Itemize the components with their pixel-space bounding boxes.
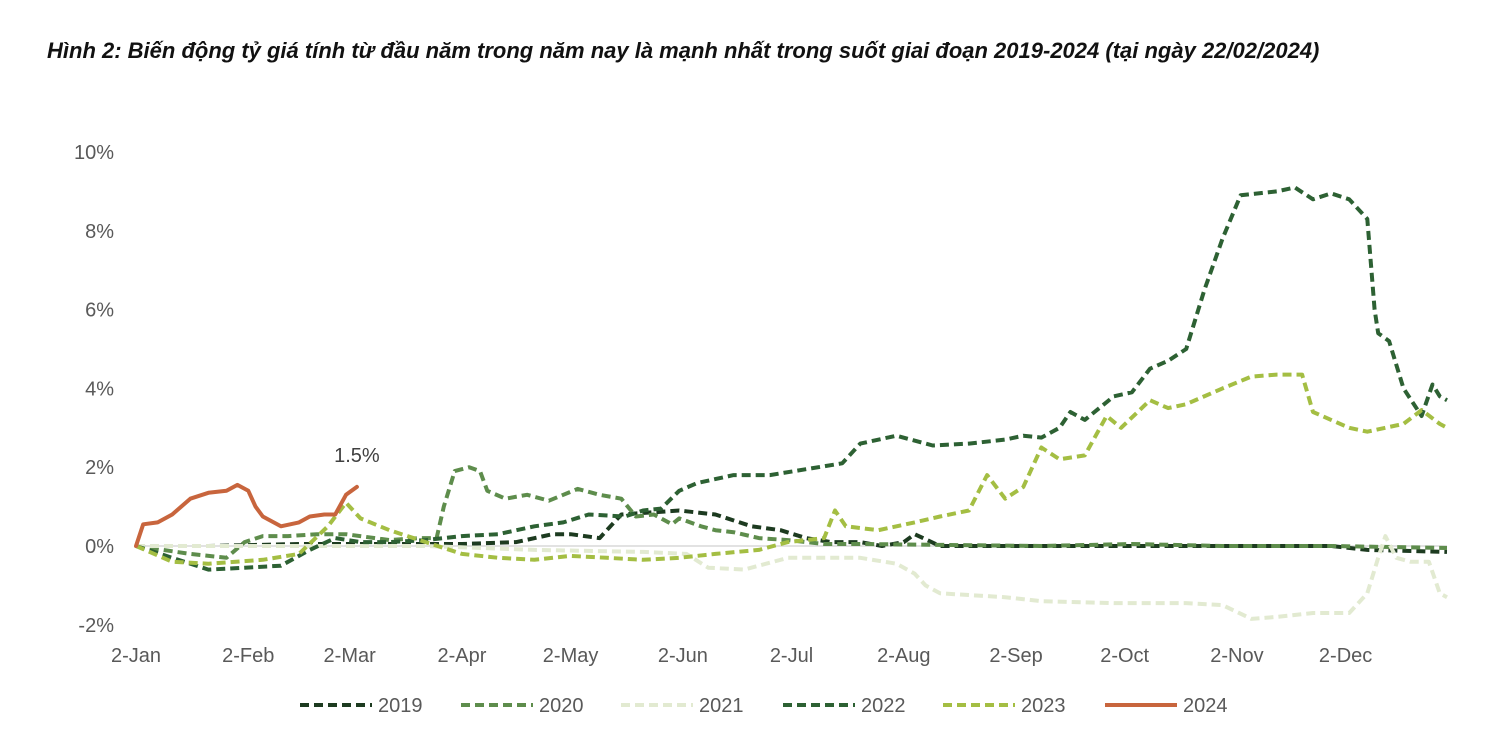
legend-label-2021: 2021 bbox=[699, 695, 744, 717]
x-tick-label: 2-Feb bbox=[222, 645, 274, 667]
x-tick-label: 2-Nov bbox=[1210, 645, 1263, 667]
legend-label-2020: 2020 bbox=[539, 695, 584, 717]
series-line-2024 bbox=[134, 482, 359, 548]
y-tick-label: 0% bbox=[85, 536, 114, 558]
x-tick-label: 2-Aug bbox=[877, 645, 930, 667]
x-tick-label: 2-Apr bbox=[437, 645, 486, 667]
series-line-2019 bbox=[136, 508, 1448, 554]
y-tick-label: 10% bbox=[74, 142, 114, 164]
series-line-2020 bbox=[135, 465, 1448, 560]
x-tick-label: 2-May bbox=[543, 645, 599, 667]
legend-label-2023: 2023 bbox=[1021, 695, 1066, 717]
legend-label-2024: 2024 bbox=[1183, 695, 1228, 717]
legend-label-2019: 2019 bbox=[378, 695, 423, 717]
y-tick-label: 8% bbox=[85, 221, 114, 243]
x-tick-label: 2-Jan bbox=[111, 645, 161, 667]
series-lines bbox=[134, 185, 1448, 621]
data-label-2024: 1.5% bbox=[334, 445, 380, 467]
y-axis-ticks: -2% 0% 2% 4% 6% 8% 10% bbox=[74, 142, 114, 637]
x-tick-label: 2-Oct bbox=[1100, 645, 1149, 667]
x-tick-label: 2-Jul bbox=[770, 645, 813, 667]
y-tick-label: 4% bbox=[85, 378, 114, 400]
x-tick-label: 2-Jun bbox=[658, 645, 708, 667]
series-line-2022 bbox=[135, 185, 1448, 572]
x-tick-label: 2-Mar bbox=[324, 645, 377, 667]
series-line-2023 bbox=[135, 372, 1448, 566]
x-axis-ticks: 2-Jan 2-Feb 2-Mar 2-Apr 2-May 2-Jun 2-Jul 2-Aug… bbox=[111, 645, 1372, 667]
series-line-2021 bbox=[136, 534, 1448, 621]
legend: 2019 2020 2021 2022 2023 2024 bbox=[300, 695, 1228, 717]
data-labels: 1.5% bbox=[334, 445, 380, 467]
legend-label-2022: 2022 bbox=[861, 695, 906, 717]
x-tick-label: 2-Sep bbox=[989, 645, 1042, 667]
chart-title: Hình 2: Biến động tỷ giá tính từ đầu năm… bbox=[47, 38, 1320, 63]
x-tick-label: 2-Dec bbox=[1319, 645, 1372, 667]
y-tick-label: 2% bbox=[85, 457, 114, 479]
y-tick-label: 6% bbox=[85, 300, 114, 322]
y-tick-label: -2% bbox=[78, 615, 114, 637]
